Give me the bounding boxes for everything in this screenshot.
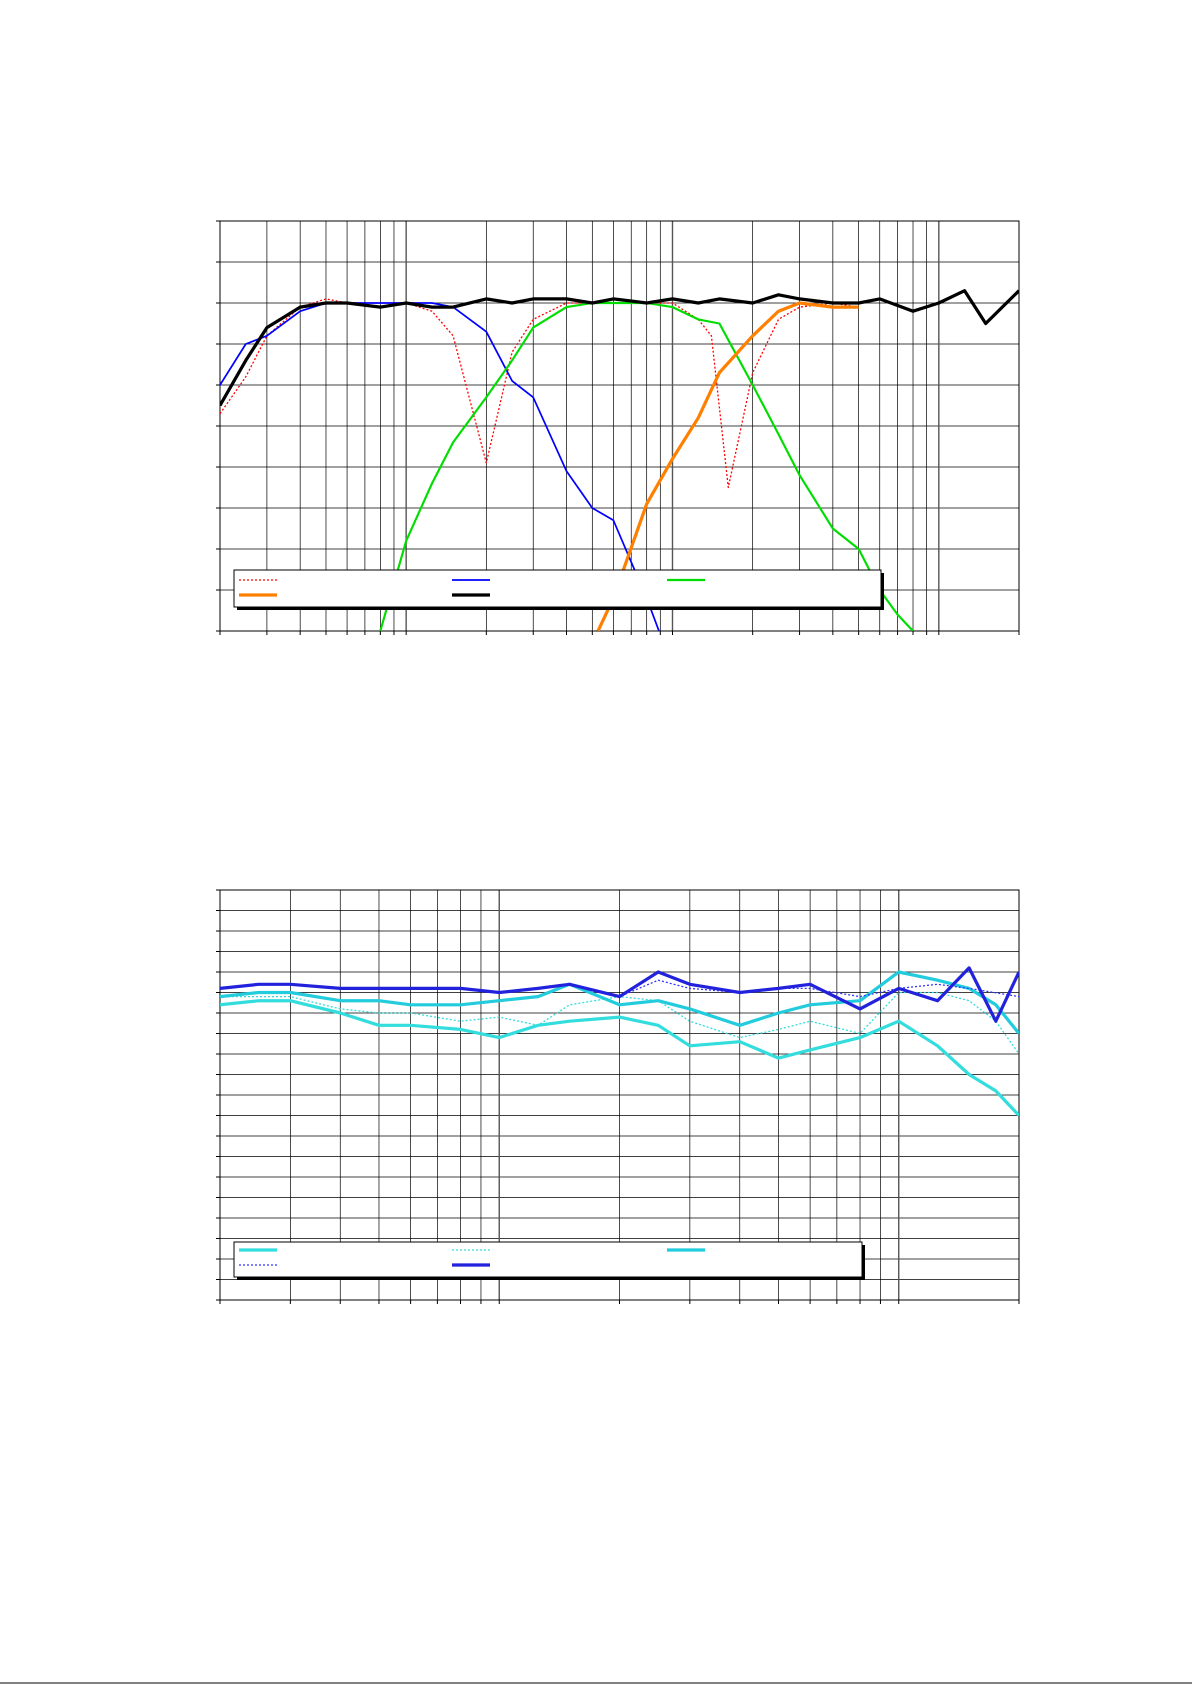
plot-frame bbox=[219, 220, 1020, 632]
series-line bbox=[220, 302, 660, 631]
legend bbox=[233, 1241, 863, 1278]
series-line bbox=[220, 970, 1019, 1035]
series-line bbox=[220, 298, 859, 489]
series-line bbox=[596, 301, 859, 631]
series-line bbox=[379, 301, 914, 631]
series-line bbox=[220, 289, 1019, 407]
series-line bbox=[220, 999, 1019, 1117]
plot-frame bbox=[219, 889, 1020, 1301]
legend bbox=[233, 569, 882, 608]
series-line bbox=[220, 966, 1019, 1023]
